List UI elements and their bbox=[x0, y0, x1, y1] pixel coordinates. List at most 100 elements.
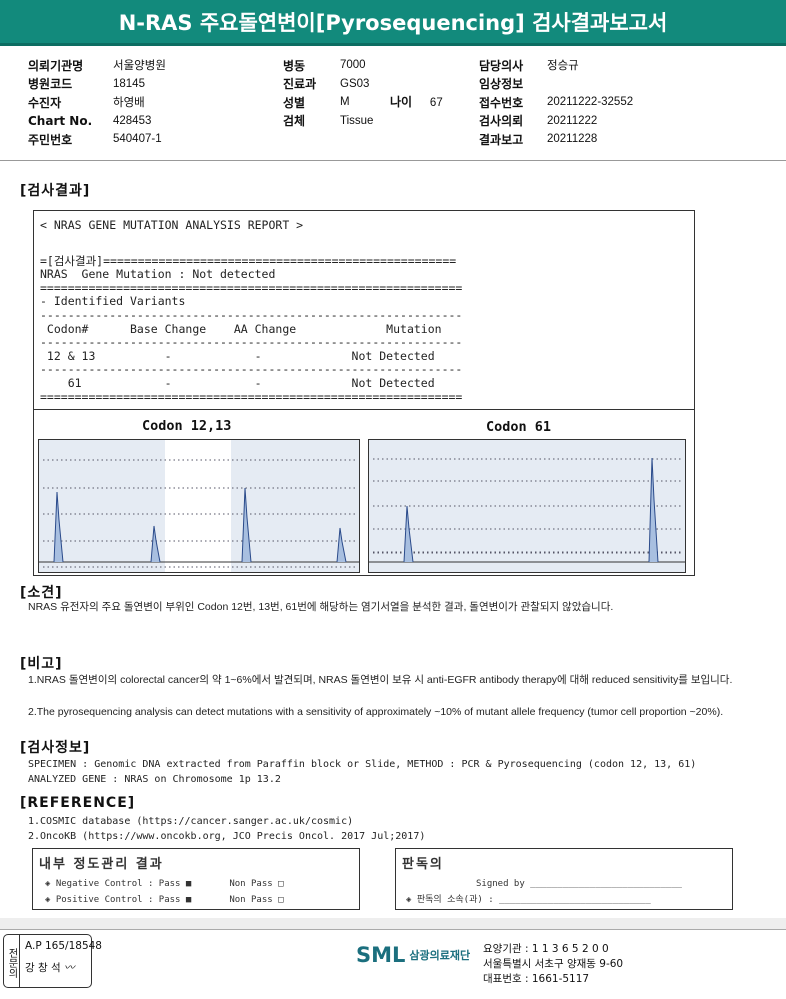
info-value: 정승규 bbox=[547, 60, 579, 73]
section-opinion: [소견] bbox=[20, 585, 63, 601]
reference-2: 2.OncoKB (https://www.oncokb.org, JCO Pr… bbox=[28, 831, 426, 842]
peak bbox=[241, 487, 252, 563]
info-row: 병원코드 18145 bbox=[28, 75, 166, 94]
age-label: 나이 bbox=[390, 95, 413, 109]
info-label: 주민번호 bbox=[28, 132, 73, 147]
report-line: ----------------------------------------… bbox=[40, 335, 463, 350]
qc-label: ◈ Positive Control : Pass ■ bbox=[45, 895, 192, 905]
org-address: 서울특별시 서초구 양재동 9-60 bbox=[483, 958, 624, 970]
section-remarks: [비고] bbox=[20, 656, 63, 672]
info-label: 수진자 bbox=[28, 95, 62, 110]
info-row: 주민번호 540407-1 bbox=[28, 130, 166, 149]
info-row: 접수번호 20211222-32552 bbox=[479, 93, 633, 112]
qc-row-negative: ◈ Negative Control : Pass ■ Non Pass □ bbox=[45, 876, 359, 892]
qc-nonpass: Non Pass □ bbox=[229, 895, 284, 905]
info-value: Tissue bbox=[340, 114, 374, 127]
chart-title-codon-61: Codon 61 bbox=[486, 419, 552, 435]
report-box: < NRAS GENE MUTATION ANALYSIS REPORT > =[… bbox=[33, 210, 695, 576]
sml-logo: SML 삼광의료재단 bbox=[356, 943, 470, 967]
divider bbox=[34, 409, 694, 410]
info-row: 결과보고 20211228 bbox=[479, 130, 633, 149]
info-label: 성별 bbox=[283, 95, 306, 110]
report-line: 61 - - Not Detected bbox=[40, 375, 435, 390]
signature: 〰 bbox=[64, 962, 75, 974]
info-value: M bbox=[340, 96, 350, 109]
info-value: 428453 bbox=[113, 114, 152, 127]
remark-1: 1.NRAS 돌연변이의 colorectal cancer의 약 1~6%에서… bbox=[28, 674, 733, 686]
reader-box: 판독의 Signed by __________________________… bbox=[395, 848, 733, 910]
org-code: 요양기관 : 1 1 3 6 5 2 0 0 bbox=[483, 943, 609, 955]
section-testinfo: [검사정보] bbox=[20, 740, 91, 756]
info-value: 서울양병원 bbox=[113, 60, 166, 73]
info-label: Chart No. bbox=[28, 113, 93, 128]
qc-title: 내부 정도관리 결과 bbox=[39, 857, 164, 872]
report-line: ========================================… bbox=[40, 280, 463, 295]
section-reference: [REFERENCE] bbox=[20, 795, 136, 811]
info-label: 병동 bbox=[283, 58, 306, 73]
info-label: 담당의사 bbox=[479, 58, 524, 73]
info-value: GS03 bbox=[340, 77, 370, 90]
report-line: < NRAS GENE MUTATION ANALYSIS REPORT > bbox=[40, 218, 304, 232]
report-line: =[검사결과]=================================… bbox=[40, 253, 457, 268]
report-line: ----------------------------------------… bbox=[40, 307, 463, 322]
info-row: Chart No. 428453 bbox=[28, 112, 166, 131]
peak bbox=[150, 525, 161, 563]
info-value: 20211228 bbox=[547, 133, 598, 146]
info-value: 하영배 bbox=[113, 97, 145, 110]
opinion-text: NRAS 유전자의 주요 돌연변이 부위인 Codon 12번, 13번, 61… bbox=[28, 601, 614, 613]
testinfo-gene: ANALYZED GENE : NRAS on Chromosome 1p 13… bbox=[28, 774, 281, 785]
org-name: 삼광의료재단 bbox=[409, 949, 471, 962]
reader-title: 판독의 bbox=[402, 857, 444, 872]
age-field: 나이 67 bbox=[390, 93, 443, 110]
info-row: 의뢰기관명 서울양병원 bbox=[28, 56, 166, 75]
qc-label: ◈ Negative Control : Pass ■ bbox=[45, 879, 192, 889]
info-row: 진료과 GS03 bbox=[283, 75, 373, 94]
reader-dept-line: ◈ 판독의 소속(과) : __________________________… bbox=[406, 895, 651, 905]
org-phone: 대표번호 : 1661-5117 bbox=[483, 973, 590, 985]
info-value: 540407-1 bbox=[113, 133, 162, 146]
pyrogram-codon-12-13 bbox=[38, 439, 360, 573]
peak bbox=[403, 505, 414, 563]
info-row: 담당의사 정승규 bbox=[479, 56, 633, 75]
info-value: 20211222 bbox=[547, 114, 598, 127]
chart-title-codon-12-13: Codon 12,13 bbox=[142, 418, 232, 434]
info-label: 병원코드 bbox=[28, 77, 73, 92]
info-row: 수진자 하영배 bbox=[28, 93, 166, 112]
remark-2: 2.The pyrosequencing analysis can detect… bbox=[28, 706, 724, 718]
doctor-name: 강 창 석 bbox=[25, 962, 61, 974]
peak bbox=[336, 527, 347, 563]
info-value: 18145 bbox=[113, 77, 145, 90]
signed-by-line: Signed by ____________________________ bbox=[476, 879, 682, 889]
footer-bar bbox=[0, 918, 786, 930]
plot-white-band bbox=[165, 440, 231, 572]
info-label: 임상정보 bbox=[479, 77, 524, 92]
info-label: 진료과 bbox=[283, 77, 317, 92]
stamp-label: 전문의 bbox=[4, 935, 20, 987]
age-value: 67 bbox=[429, 97, 443, 109]
report-line: NRAS Gene Mutation : Not detected bbox=[40, 267, 276, 282]
pathologist-stamp: 전문의 A.P 165/18548 강 창 석 〰 bbox=[3, 934, 102, 988]
report-title: N-RAS 주요돌연변이[Pyrosequencing] 검사결과보고서 bbox=[0, 0, 786, 46]
org-info: 요양기관 : 1 1 3 6 5 2 0 0 서울특별시 서초구 양재동 9-6… bbox=[483, 942, 623, 987]
report-line bbox=[40, 241, 462, 255]
section-result: [검사결과] bbox=[20, 183, 91, 199]
info-label: 접수번호 bbox=[479, 95, 524, 110]
divider bbox=[0, 160, 786, 161]
info-col-2: 병동 7000 진료과 GS03 성별 M 검체 Tissue bbox=[283, 56, 373, 130]
info-value: 20211222-32552 bbox=[547, 96, 634, 109]
qc-nonpass: Non Pass □ bbox=[229, 879, 284, 889]
info-row: 검사의뢰 20211222 bbox=[479, 112, 633, 131]
peak bbox=[648, 457, 659, 563]
info-label: 검체 bbox=[283, 114, 306, 129]
report-line: ----------------------------------------… bbox=[40, 362, 463, 377]
logo-text: SML bbox=[356, 943, 406, 967]
info-row: 검체 Tissue bbox=[283, 112, 373, 131]
info-label: 결과보고 bbox=[479, 132, 524, 147]
info-label: 검사의뢰 bbox=[479, 114, 524, 129]
info-label: 의뢰기관명 bbox=[28, 58, 84, 73]
reference-1: 1.COSMIC database (https://cancer.sanger… bbox=[28, 816, 354, 827]
info-row: 임상정보 bbox=[479, 75, 633, 94]
info-value: 7000 bbox=[340, 59, 366, 72]
